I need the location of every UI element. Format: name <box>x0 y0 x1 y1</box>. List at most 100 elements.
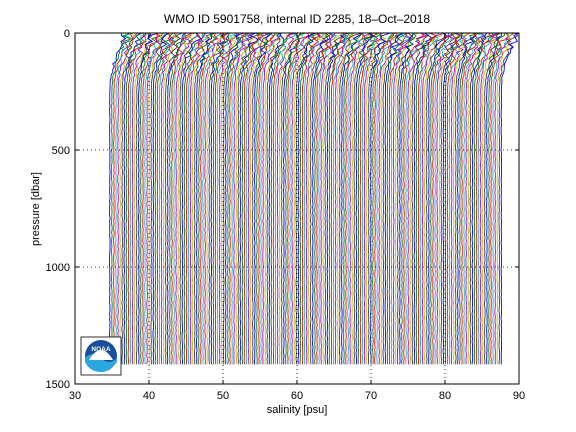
profile-line <box>417 32 438 365</box>
profile-line <box>229 32 250 365</box>
profile-line <box>173 32 192 365</box>
profile-line <box>291 32 313 365</box>
profile-line <box>446 32 464 365</box>
profile-line <box>235 32 254 365</box>
profile-line <box>488 32 506 365</box>
profile-line <box>397 32 415 365</box>
profile-line <box>247 32 271 365</box>
profile-line <box>361 32 380 365</box>
profile-line <box>289 32 305 365</box>
y-axis-label: pressure [dbar] <box>30 172 42 246</box>
profile-line <box>407 32 429 365</box>
profile-lines <box>109 32 520 365</box>
profile-line <box>285 32 306 365</box>
profile-line <box>475 32 499 365</box>
profile-line <box>225 32 245 365</box>
x-tick-label: 30 <box>69 390 81 402</box>
profile-line <box>301 32 321 365</box>
profile-line <box>484 32 501 365</box>
grid-lines <box>75 33 519 384</box>
profile-line <box>378 32 399 365</box>
profile-line <box>351 32 374 365</box>
profile-line <box>426 32 446 365</box>
profile-line <box>127 32 146 365</box>
profile-line <box>394 32 420 365</box>
profile-line <box>196 32 212 365</box>
x-axis-label: salinity [psu] <box>267 404 328 416</box>
profile-line <box>411 32 429 365</box>
profile-line <box>152 32 170 365</box>
profile-line <box>357 32 382 365</box>
profile-line <box>278 32 303 365</box>
profile-line <box>477 32 496 365</box>
profile-line <box>258 32 276 365</box>
profile-line <box>442 32 463 365</box>
x-tick-label: 50 <box>217 390 229 402</box>
profile-line <box>125 32 142 365</box>
profile-line <box>268 32 285 365</box>
profile-line <box>144 32 166 365</box>
profile-line <box>334 32 354 365</box>
profile-line <box>154 32 175 365</box>
y-tick-label: 0 <box>64 28 70 40</box>
profile-line <box>368 32 386 365</box>
profile-line <box>452 32 470 365</box>
x-tick-label: 90 <box>513 390 525 402</box>
profile-line <box>413 32 434 365</box>
profile-line <box>428 32 448 365</box>
profile-line <box>276 32 296 365</box>
profile-line <box>486 32 502 365</box>
profile-line <box>349 32 373 365</box>
profile-line <box>434 33 453 365</box>
profile-line <box>459 32 482 365</box>
chart-title: WMO ID 5901758, internal ID 2285, 18–Oct… <box>164 12 430 26</box>
y-tick-label: 1500 <box>46 379 70 391</box>
profile-line <box>310 32 330 365</box>
profile-line <box>181 32 203 365</box>
profile-line <box>403 32 425 365</box>
profile-line <box>293 32 314 365</box>
profile-line <box>202 32 223 365</box>
profile-line <box>231 32 253 365</box>
profile-line <box>326 32 349 365</box>
profile-line <box>156 32 175 365</box>
profile-line <box>133 32 154 365</box>
profile-line <box>430 32 450 365</box>
profile-line <box>448 32 468 365</box>
profile-line <box>432 32 453 365</box>
profile-line <box>142 32 161 365</box>
profile-line <box>299 32 324 365</box>
y-tick-label: 500 <box>52 145 70 157</box>
profile-line <box>187 32 209 365</box>
profile-line <box>117 32 138 365</box>
profile-line <box>347 32 366 365</box>
profile-line <box>252 32 270 365</box>
profile-line <box>140 32 164 365</box>
profile-line <box>353 32 376 365</box>
profile-line <box>494 32 515 365</box>
profile-line <box>193 32 216 365</box>
profile-line <box>345 32 365 365</box>
profile-line <box>436 32 459 365</box>
profile-line <box>218 32 240 365</box>
profile-line <box>162 32 179 365</box>
profile-line <box>382 32 405 365</box>
profile-line <box>222 32 239 365</box>
profile-line <box>264 32 283 365</box>
profile-line <box>249 32 268 365</box>
profile-line <box>374 32 394 365</box>
profile-line <box>390 32 412 365</box>
profile-line <box>208 32 229 365</box>
profile-line <box>177 32 196 365</box>
profile-line <box>316 32 332 365</box>
profile-line <box>158 32 177 365</box>
profile-line <box>204 32 223 365</box>
profile-line <box>239 32 258 365</box>
profile-line <box>109 32 127 365</box>
profile-line <box>419 32 440 365</box>
profile-line <box>492 32 511 365</box>
profile-line <box>254 32 273 365</box>
profile-line <box>318 32 338 365</box>
profile-line <box>185 32 204 365</box>
profile-line <box>359 32 379 365</box>
